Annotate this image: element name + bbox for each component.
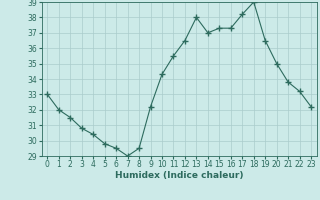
X-axis label: Humidex (Indice chaleur): Humidex (Indice chaleur): [115, 171, 244, 180]
